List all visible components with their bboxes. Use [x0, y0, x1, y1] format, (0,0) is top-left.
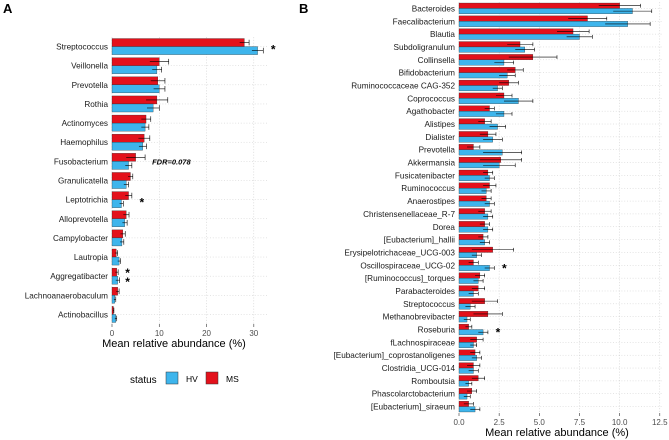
- panel-b-category-label-ruminococcaceae-cag-352: Ruminococcaceae CAG-352: [351, 81, 455, 90]
- panel-b-category-label-agathobacter: Agathobacter: [406, 107, 455, 116]
- panel-b-category-label-romboutsia: Romboutsia: [411, 377, 455, 386]
- panel-b-category-label-alistipes: Alistipes: [425, 120, 456, 129]
- panel-b-category-label-coprococcus: Coprococcus: [407, 94, 455, 103]
- panel-b-bar-ms-blautia: [458, 28, 574, 35]
- legend-title: status: [130, 375, 157, 386]
- panel-b-x-tick-label: 12.5: [652, 418, 668, 427]
- panel-letter-a: A: [3, 1, 13, 16]
- panel-a-bar-hv-veillonella: [111, 65, 158, 74]
- panel-a-x-tick-label: 0: [110, 329, 115, 338]
- panel-a-x-tick-label: 10: [155, 329, 164, 338]
- legend-swatch-hv: [165, 371, 179, 385]
- panel-b-x-axis-title: Mean relative abundance (%): [485, 427, 629, 439]
- panel-b-x-tick-label: 5.0: [534, 418, 546, 427]
- panel-a-bar-hv-rothia: [111, 103, 154, 113]
- panel-b-category-label-flachnospiraceae: fLachnospiraceae: [390, 338, 455, 347]
- panel-a-category-label-granulicatella: Granulicatella: [58, 177, 109, 186]
- panel-a-category-label-fusobacterium: Fusobacterium: [54, 157, 108, 166]
- panel-b-category-label-eubacterium-siraeum: [Eubacterium]_siraeum: [371, 403, 455, 412]
- legend-swatch-ms: [205, 371, 219, 385]
- panel-b-chart: Bacteroides Faecalibacterium Blautia Subdol…: [333, 2, 668, 427]
- panel-a-category-label-leptotrichia: Leptotrichia: [66, 196, 109, 205]
- panel-b-category-label-streptococcus: Streptococcus: [403, 300, 455, 309]
- panel-b-x-tick-label: 7.5: [574, 418, 586, 427]
- panel-a-x-tick-label: 20: [202, 329, 211, 338]
- panel-b-category-label-subdoligranulum: Subdoligranulum: [394, 43, 456, 52]
- panel-b-bar-ms-bacteroides: [458, 2, 620, 9]
- panel-a-bar-hv-streptococcus: [111, 46, 258, 55]
- panel-b-category-label-roseburia: Roseburia: [418, 326, 456, 335]
- panel-b-x-tick-label: 2.5: [494, 418, 506, 427]
- panel-b-category-label-ruminococcus-torques: [Ruminococcus]_torques: [365, 274, 455, 283]
- panel-b-annotation-star-oscillospiraceae-ucg-02: *: [502, 261, 507, 275]
- panel-a-bar-ms-granulicatella: [111, 172, 131, 181]
- panel-b-category-label-erysipelotrichaceae-ucg-003: Erysipelotrichaceae_UCG-003: [344, 248, 455, 257]
- panel-a-category-label-alloprevotella: Alloprevotella: [59, 215, 109, 224]
- panel-b-category-label-oscillospiraceae-ucg-02: Oscillospiraceae_UCG-02: [360, 261, 455, 270]
- panel-b-x-tick-label: 10.0: [612, 418, 628, 427]
- panel-a-x-axis-title: Mean relative abundance (%): [102, 338, 246, 350]
- panel-b-category-label-akkermansia: Akkermansia: [408, 159, 456, 168]
- panel-a-chart: Streptococcus Veillonella Prevotella Rothia…: [25, 37, 276, 338]
- panel-b-category-label-collinsella: Collinsella: [418, 56, 456, 65]
- panel-a-bar-hv-prevotella: [111, 84, 160, 94]
- panel-b-bar-hv-ruminococcaceae-cag-352: [458, 85, 498, 92]
- panel-b-bar-hv-subdoligranulum: [458, 46, 526, 53]
- panel-b-category-label-dorea: Dorea: [433, 223, 456, 232]
- panel-a-annotation-star-leptotrichia: *: [140, 196, 145, 210]
- panel-a-category-label-prevotella: Prevotella: [72, 81, 109, 90]
- panel-a-category-label-campylobacter: Campylobacter: [53, 234, 108, 243]
- panel-a-annotation-star-streptococcus: *: [271, 43, 276, 57]
- legend-label-ms: MS: [226, 374, 239, 384]
- panel-b-category-label-eubacterium-coprostanoligenes: [Eubacterium]_coprostanoligenes: [333, 351, 455, 360]
- panel-a-annotation-star-aggregatibacter: *: [125, 266, 130, 280]
- panel-a-category-label-veillonella: Veillonella: [71, 62, 108, 71]
- panel-a-annotation-note-fusobacterium: FDR=0.078: [152, 157, 191, 166]
- panel-b-category-label-blautia: Blautia: [430, 30, 455, 39]
- panel-a-category-label-streptococcus: Streptococcus: [56, 43, 108, 52]
- panel-a-category-label-haemophilus: Haemophilus: [60, 138, 108, 147]
- panel-b-category-label-phascolarctobacterium: Phascolarctobacterium: [372, 390, 455, 399]
- panel-a-category-label-lachnoanaerobaculum: Lachnoanaerobaculum: [25, 291, 108, 300]
- panel-a-category-label-rothia: Rothia: [84, 100, 108, 109]
- panel-b-category-label-ruminococcus: Ruminococcus: [401, 184, 455, 193]
- panel-b-category-label-eubacterium-hallii: [Eubacterium]_hallii: [384, 236, 456, 245]
- panel-b-bar-hv-faecalibacterium: [458, 21, 628, 27]
- panel-b-category-label-prevotella: Prevotella: [419, 146, 456, 155]
- legend-label-hv: HV: [186, 374, 198, 384]
- panel-b-category-label-dialister: Dialister: [425, 133, 455, 142]
- panel-b-category-label-faecalibacterium: Faecalibacterium: [393, 17, 456, 26]
- panel-b-x-tick-label: 0.0: [453, 418, 465, 427]
- panel-b-category-label-parabacteroides: Parabacteroides: [395, 287, 455, 296]
- panel-b-bar-hv-bacteroides: [458, 8, 633, 14]
- panel-letter-b: B: [299, 1, 308, 16]
- panel-a-bar-hv-actinomyces: [111, 122, 146, 132]
- panel-b-bar-ms-bifidobacterium: [458, 67, 516, 73]
- panel-a-category-label-lautropia: Lautropia: [74, 253, 109, 262]
- panel-a-category-label-actinomyces: Actinomyces: [62, 119, 108, 128]
- panel-b-category-label-clostridia-ucg-014: Clostridia_UCG-014: [382, 364, 456, 373]
- panel-b-bar-hv-blautia: [458, 33, 580, 40]
- panel-b-category-label-bifidobacterium: Bifidobacterium: [399, 69, 456, 78]
- panel-a-annotation-star-aggregatibacter: *: [125, 275, 130, 289]
- panel-b-annotation-star-roseburia: *: [496, 326, 501, 340]
- panel-a-category-label-aggregatibacter: Aggregatibacter: [50, 272, 108, 281]
- panel-a-bar-ms-streptococcus: [111, 38, 245, 47]
- panel-b-category-label-christensenellaceae-r-7: Christensenellaceae_R-7: [363, 210, 455, 219]
- panel-b-category-label-fusicatenibacter: Fusicatenibacter: [395, 171, 455, 180]
- panel-b-category-label-methanobrevibacter: Methanobrevibacter: [383, 313, 456, 322]
- panel-a-bar-ms-actinomyces: [111, 114, 147, 124]
- panel-b-category-label-anaerostipes: Anaerostipes: [407, 197, 455, 206]
- panel-b-category-label-bacteroides: Bacteroides: [412, 4, 455, 13]
- panel-a-category-label-actinobacillus: Actinobacillus: [58, 310, 108, 319]
- panel-a-bar-hv-haemophilus: [111, 142, 143, 151]
- legend: status HV MS: [130, 371, 239, 386]
- panel-a-x-tick-label: 30: [249, 329, 258, 338]
